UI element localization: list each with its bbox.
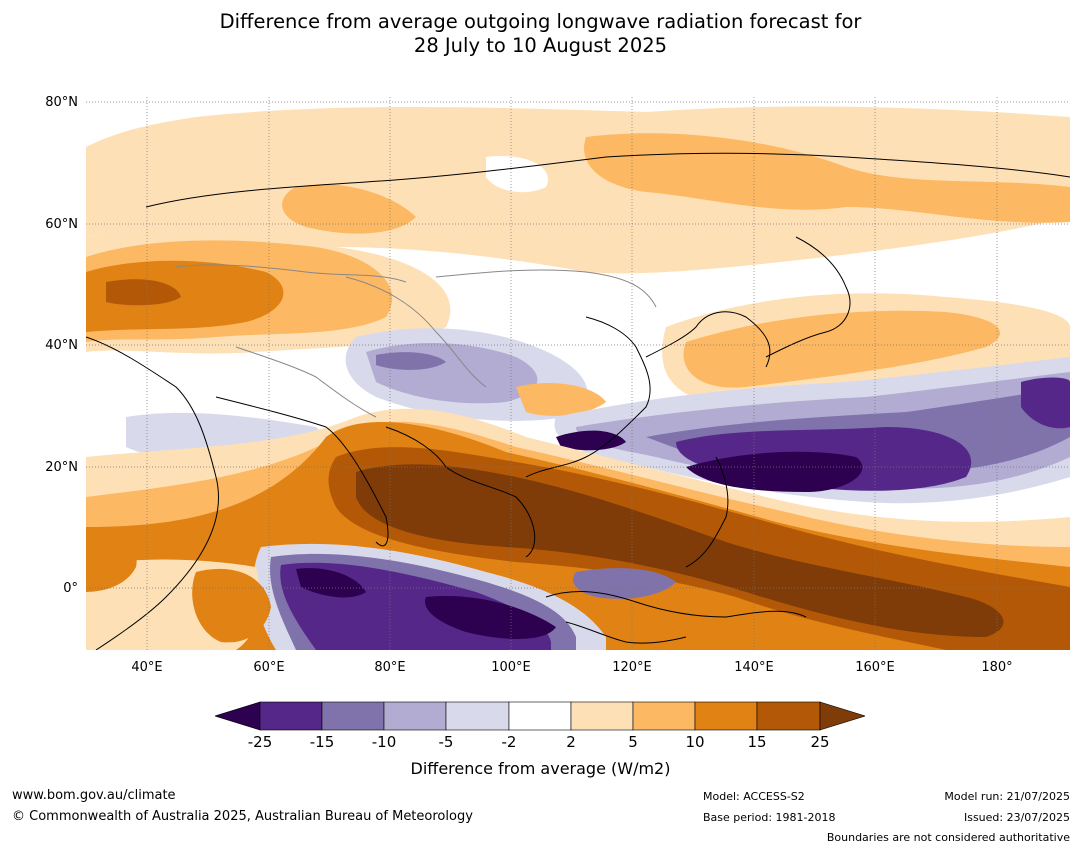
region-arctic-white bbox=[486, 156, 548, 193]
colorbar-bin-9 bbox=[756, 701, 821, 731]
footer-base-period: Base period: 1981-2018 bbox=[703, 811, 836, 824]
colorbar-tick: -15 bbox=[309, 733, 335, 751]
lon-label-160e: 160°E bbox=[855, 660, 895, 675]
footer-copyright: © Commonwealth of Australia 2025, Austra… bbox=[12, 809, 473, 824]
colorbar-bin-1 bbox=[259, 701, 323, 731]
colorbar-tick: -25 bbox=[247, 733, 273, 751]
region-west-io-orange bbox=[192, 568, 271, 643]
colorbar-bin-7 bbox=[632, 701, 696, 731]
region-bay-of-bengal-darkest bbox=[356, 464, 1004, 637]
region-tibet-deep bbox=[376, 352, 446, 370]
colorbar-bin-4 bbox=[445, 701, 510, 731]
region-dateline-deep-purple bbox=[1021, 377, 1070, 429]
region-somali-dark-orange bbox=[86, 535, 137, 592]
lat-label-40n: 40°N bbox=[45, 338, 78, 353]
lon-label-100e: 100°E bbox=[491, 660, 531, 675]
region-scs-darkest bbox=[556, 430, 626, 451]
lon-label-60e: 60°E bbox=[253, 660, 285, 675]
region-philippine-sea-darkest bbox=[686, 451, 863, 492]
lon-label-120e: 120°E bbox=[612, 660, 652, 675]
colorbar bbox=[215, 701, 865, 731]
map-svg bbox=[86, 97, 1070, 650]
colorbar-label: Difference from average (W/m2) bbox=[410, 759, 671, 778]
region-maritime-purple bbox=[572, 568, 676, 599]
coastlines bbox=[86, 152, 1070, 650]
colorbar-low-extend bbox=[215, 701, 261, 731]
colorbar-tick: 10 bbox=[685, 733, 705, 751]
lon-label-80e: 80°E bbox=[374, 660, 406, 675]
colorbar-tick: -10 bbox=[371, 733, 397, 751]
colorbar-tick: 15 bbox=[747, 733, 767, 751]
colorbar-tick: -2 bbox=[501, 733, 517, 751]
footer-issued: Issued: 23/07/2025 bbox=[963, 811, 1070, 824]
lon-label-140e: 140°E bbox=[734, 660, 774, 675]
lon-label-180: 180° bbox=[981, 660, 1013, 675]
colorbar-tick: -5 bbox=[438, 733, 454, 751]
lat-label-0: 0° bbox=[63, 581, 78, 596]
region-central-asia-dark-orange bbox=[86, 260, 284, 332]
title-line-2: 28 July to 10 August 2025 bbox=[413, 34, 668, 57]
colorbar-bin-5 bbox=[508, 701, 572, 731]
colorbar-high-extend bbox=[819, 701, 865, 731]
colorbar-bin-2 bbox=[321, 701, 385, 731]
map-title: Difference from average outgoing longwav… bbox=[0, 10, 1081, 58]
colorbar-bin-3 bbox=[383, 701, 447, 731]
title-line-1: Difference from average outgoing longwav… bbox=[219, 10, 862, 33]
colorbar-tick: 25 bbox=[810, 733, 830, 751]
footer-url[interactable]: www.bom.gov.au/climate bbox=[12, 788, 176, 803]
colorbar-bin-6 bbox=[570, 701, 634, 731]
olr-anomaly-map bbox=[86, 97, 1070, 650]
region-java-darkest bbox=[425, 596, 556, 639]
region-indian-ocean-darkest bbox=[296, 568, 366, 598]
colorbar-tick: 2 bbox=[566, 733, 576, 751]
borders bbox=[175, 264, 657, 418]
footer-model: Model: ACCESS-S2 bbox=[703, 790, 805, 803]
region-china-east-orange bbox=[516, 382, 606, 416]
region-north-pacific-orange bbox=[683, 310, 1001, 388]
lat-label-80n: 80°N bbox=[45, 95, 78, 110]
lat-label-60n: 60°N bbox=[45, 217, 78, 232]
colorbar-tick: 5 bbox=[628, 733, 638, 751]
region-siberia-orange bbox=[584, 133, 1070, 223]
footer-model-run: Model run: 21/07/2025 bbox=[944, 790, 1070, 803]
region-west-siberia-orange bbox=[282, 184, 416, 234]
lat-label-20n: 20°N bbox=[45, 460, 78, 475]
region-caspian-darker bbox=[106, 279, 181, 306]
lon-label-40e: 40°E bbox=[131, 660, 163, 675]
colorbar-bin-8 bbox=[694, 701, 758, 731]
graticule bbox=[86, 97, 1070, 650]
footer-disclaimer: Boundaries are not considered authoritat… bbox=[826, 831, 1070, 844]
